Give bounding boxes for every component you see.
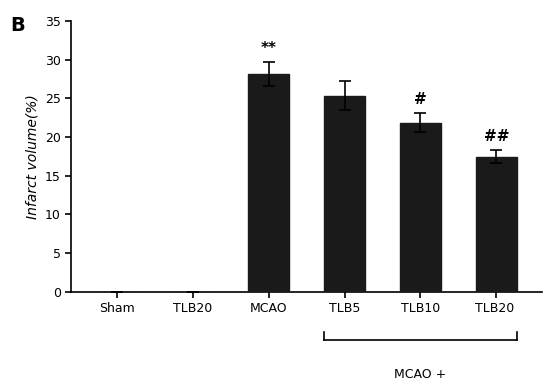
Text: B: B [10, 16, 25, 35]
Bar [248, 74, 290, 292]
Bar [476, 157, 517, 292]
Text: **: ** [261, 41, 277, 56]
Y-axis label: Infarct volume(%): Infarct volume(%) [25, 94, 40, 219]
Text: MCAO +: MCAO + [394, 368, 447, 380]
Bar [399, 123, 441, 292]
Text: #: # [414, 92, 427, 107]
Text: ##: ## [483, 129, 509, 144]
Bar [324, 96, 365, 292]
